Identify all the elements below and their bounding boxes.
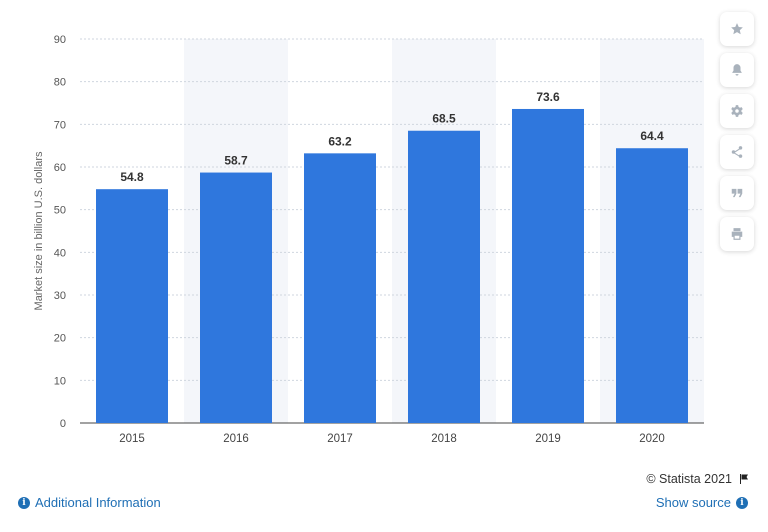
y-tick-label: 60 bbox=[54, 162, 66, 174]
x-tick-label: 2020 bbox=[639, 433, 665, 445]
copyright-text: © Statista 2021 bbox=[646, 472, 732, 486]
bar bbox=[408, 130, 480, 423]
additional-information-label: Additional Information bbox=[35, 495, 161, 510]
y-axis-title: Market size in billion U.S. dollars bbox=[33, 151, 45, 310]
y-tick-label: 50 bbox=[54, 205, 66, 217]
show-source-label: Show source bbox=[655, 495, 731, 510]
info-icon: i bbox=[736, 496, 748, 509]
x-tick-label: 2019 bbox=[535, 433, 561, 445]
sidebar-toolbar bbox=[720, 12, 754, 251]
chart-area: 0 10 20 30 40 50 60 70 80 90 54.8 2015 58.7 2016 63.2 2… bbox=[33, 34, 704, 445]
settings-button[interactable] bbox=[720, 94, 754, 128]
bar bbox=[512, 108, 584, 424]
notification-button[interactable] bbox=[720, 53, 754, 87]
flag-icon bbox=[740, 474, 748, 484]
bell-icon bbox=[732, 64, 742, 76]
bar-chart: 0 10 20 30 40 50 60 70 80 90 54.8 2015 58.7 2016 63.2 2… bbox=[33, 34, 704, 445]
data-label: 54.8 bbox=[120, 170, 144, 184]
star-icon bbox=[731, 23, 743, 35]
print-icon bbox=[731, 228, 743, 240]
share-button[interactable] bbox=[720, 135, 754, 169]
data-label: 58.7 bbox=[224, 154, 248, 168]
print-button[interactable] bbox=[720, 217, 754, 251]
info-icon: i bbox=[18, 496, 30, 509]
share-icon bbox=[731, 146, 743, 158]
bar bbox=[304, 153, 376, 423]
x-tick-label: 2015 bbox=[119, 433, 145, 445]
favorite-button[interactable] bbox=[720, 12, 754, 46]
y-tick-label: 40 bbox=[54, 247, 66, 259]
y-tick-label: 70 bbox=[54, 119, 66, 131]
y-tick-label: 10 bbox=[54, 375, 66, 387]
additional-information-link[interactable]: i Additional Information bbox=[18, 495, 161, 510]
y-tick-label: 20 bbox=[54, 333, 66, 345]
y-tick-label: 0 bbox=[60, 418, 66, 430]
x-tick-label: 2016 bbox=[223, 433, 249, 445]
bar bbox=[616, 148, 688, 423]
gear-icon bbox=[731, 105, 743, 117]
y-tick-label: 80 bbox=[54, 77, 66, 89]
bar bbox=[96, 189, 168, 423]
y-tick-label: 30 bbox=[54, 290, 66, 302]
show-source-link[interactable]: Show source i bbox=[656, 495, 748, 510]
cite-button[interactable] bbox=[720, 176, 754, 210]
quote-icon bbox=[731, 188, 743, 198]
data-label: 68.5 bbox=[432, 112, 456, 126]
x-tick-label: 2018 bbox=[431, 433, 457, 445]
x-tick-label: 2017 bbox=[327, 433, 353, 445]
data-label: 63.2 bbox=[328, 134, 352, 148]
copyright-notice: © Statista 2021 bbox=[646, 472, 750, 486]
data-label: 64.4 bbox=[640, 129, 664, 143]
data-label: 73.6 bbox=[536, 90, 560, 104]
y-tick-label: 90 bbox=[54, 34, 66, 46]
bar bbox=[200, 172, 272, 423]
